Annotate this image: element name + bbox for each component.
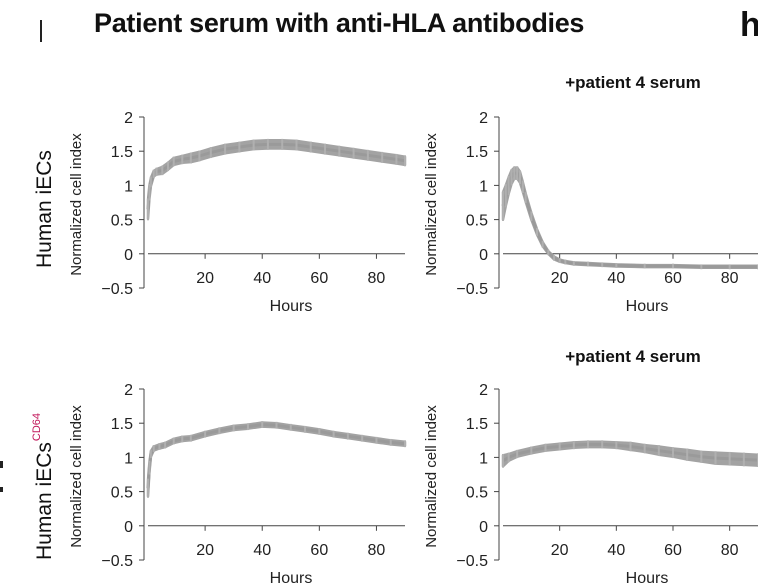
y-axis-label: Normalized cell index <box>68 133 85 276</box>
x-tick-label: 20 <box>551 542 569 559</box>
x-tick-label: 20 <box>196 270 214 287</box>
y-axis-label: Normalized cell index <box>68 405 85 548</box>
x-tick-label: 80 <box>368 542 386 559</box>
y-axis-label: Normalized cell index <box>423 405 440 548</box>
y-tick-label: 0 <box>479 247 488 264</box>
y-tick-label: −0.5 <box>456 281 488 298</box>
panel-edge-mark <box>40 20 42 42</box>
x-tick-label: 60 <box>310 542 328 559</box>
series-line <box>502 442 758 463</box>
x-tick-label: 20 <box>196 542 214 559</box>
y-tick-label: 1 <box>124 178 133 195</box>
panel-edge-mark <box>0 487 3 492</box>
y-tick-label: 1.5 <box>111 416 133 433</box>
series-band <box>146 421 407 498</box>
chart-panel-1: 2 1.5 1 0.5 0 −0.5 20 40 60 80 Hours Normalized cel… <box>68 110 407 315</box>
y-tick-label: 2 <box>124 382 133 399</box>
series-line <box>501 171 758 269</box>
y-tick-label: 2 <box>124 110 133 127</box>
x-tick-label: 80 <box>368 270 386 287</box>
x-tick-label: 40 <box>253 542 271 559</box>
y-tick-label: 2 <box>479 382 488 399</box>
x-tick-label: 40 <box>253 270 271 287</box>
y-tick-label: 1 <box>124 450 133 467</box>
y-tick-label: −0.5 <box>456 553 488 570</box>
next-panel-letter: h <box>740 6 758 44</box>
x-tick-label: 80 <box>721 270 739 287</box>
chart-panel-3: 2 1.5 1 0.5 0 −0.5 20 40 60 80 Hours Normalized cel… <box>68 382 407 587</box>
x-axis-label: Hours <box>626 298 669 315</box>
chart-title: +patient 4 serum <box>565 347 701 366</box>
y-tick-label: 1.5 <box>111 144 133 161</box>
chart-panel-4: +patient 4 serum 2 1.5 1 0.5 0 −0.5 20 40 60 80 Hou… <box>423 347 758 587</box>
y-tick-label: 2 <box>479 110 488 127</box>
x-axis-label: Hours <box>270 570 313 587</box>
x-tick-label: 60 <box>664 542 682 559</box>
series-band <box>501 166 758 270</box>
x-tick-label: 40 <box>607 270 625 287</box>
y-tick-label: 1.5 <box>466 416 488 433</box>
y-axis-label: Normalized cell index <box>423 133 440 276</box>
y-tick-label: 0.5 <box>466 213 488 230</box>
x-tick-label: 60 <box>310 270 328 287</box>
figure-title: Patient serum with anti-HLA antibodies <box>94 8 585 38</box>
y-tick-label: 1 <box>479 450 488 467</box>
x-axis-label: Hours <box>270 298 313 315</box>
y-tick-label: 0 <box>124 519 133 536</box>
y-tick-label: 0.5 <box>111 485 133 502</box>
y-tick-label: 0.5 <box>466 485 488 502</box>
y-tick-label: 1.5 <box>466 144 488 161</box>
series-band <box>146 139 407 221</box>
x-tick-label: 20 <box>551 270 569 287</box>
x-tick-label: 80 <box>721 542 739 559</box>
y-tick-label: 0 <box>479 519 488 536</box>
x-axis-label: Hours <box>626 570 669 587</box>
y-tick-label: −0.5 <box>101 281 133 298</box>
x-tick-label: 60 <box>664 270 682 287</box>
x-tick-label: 40 <box>607 542 625 559</box>
y-tick-label: 0 <box>124 247 133 264</box>
series-band <box>501 440 758 468</box>
series-line <box>146 423 406 489</box>
chart-panel-2: +patient 4 serum 2 1.5 1 0.5 0 −0.5 20 40 60 80 Hou… <box>423 73 758 315</box>
panel-edge-mark <box>0 461 3 468</box>
chart-title: +patient 4 serum <box>565 73 701 92</box>
y-tick-label: 0.5 <box>111 213 133 230</box>
y-tick-label: 1 <box>479 178 488 195</box>
y-tick-label: −0.5 <box>101 553 133 570</box>
